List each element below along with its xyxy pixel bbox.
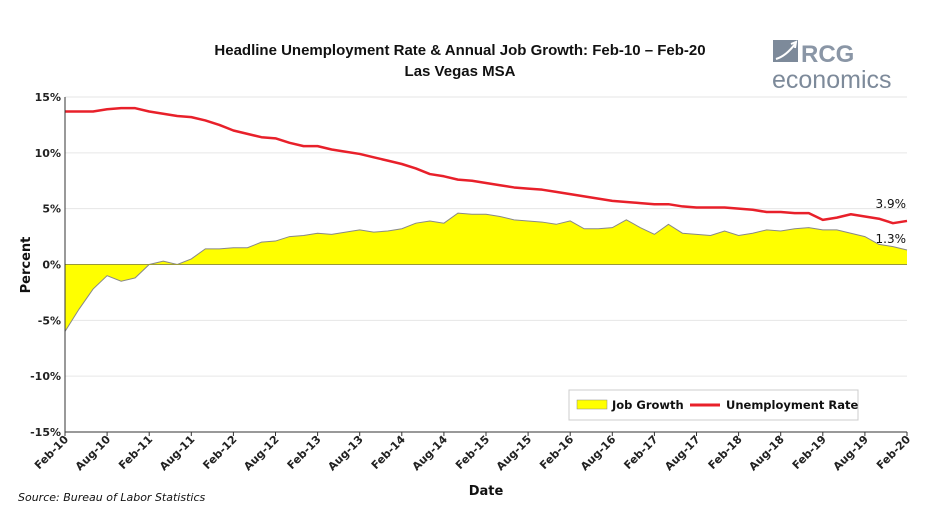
x-tick-label: Feb-13	[285, 433, 324, 472]
y-tick-label: -10%	[30, 370, 61, 383]
x-tick-label: Aug-13	[325, 433, 365, 473]
legend-label-job-growth: Job Growth	[611, 398, 684, 412]
x-tick-label: Aug-19	[831, 433, 871, 473]
x-tick-label: Feb-11	[116, 433, 155, 472]
x-tick-label: Aug-16	[578, 433, 619, 474]
x-tick-label: Aug-17	[662, 433, 702, 473]
y-tick-label: 10%	[35, 147, 61, 160]
x-tick-label: Feb-20	[874, 433, 913, 472]
x-tick-label: Feb-18	[706, 433, 745, 472]
x-tick-label: Aug-15	[494, 433, 534, 473]
y-tick-label: 0%	[42, 259, 61, 272]
x-tick-label: Feb-12	[200, 433, 239, 472]
x-tick-label: Feb-19	[790, 433, 829, 472]
logo-mark	[773, 40, 798, 62]
x-tick-label: Aug-12	[241, 433, 281, 473]
source-note: Source: Bureau of Labor Statistics	[18, 491, 205, 504]
legend: Job Growth Unemployment Rate	[568, 389, 859, 421]
logo-economics: economics	[772, 66, 892, 94]
x-tick-label: Aug-10	[73, 433, 114, 474]
x-axis-label: Date	[469, 484, 504, 499]
y-axis-label: Percent	[19, 237, 34, 294]
data-label-job-growth-last: 1.3%	[876, 232, 907, 246]
y-tick-label: 15%	[35, 91, 61, 104]
y-tick-label: -15%	[30, 426, 61, 439]
x-tick-label: Feb-17	[621, 433, 660, 472]
logo-rcg: RCG	[801, 41, 854, 68]
data-label-unemployment-last: 3.9%	[876, 197, 907, 211]
job-growth-area	[65, 213, 907, 332]
rcg-logo: RCG economics	[772, 40, 892, 94]
x-tick-label: Aug-11	[157, 433, 197, 473]
legend-label-unemployment: Unemployment Rate	[726, 398, 858, 412]
x-tick-label: Feb-15	[453, 433, 492, 472]
y-tick-label: -5%	[38, 314, 61, 327]
chart-title: Headline Unemployment Rate & Annual Job …	[214, 42, 705, 59]
x-tick-label: Aug-14	[410, 433, 451, 474]
legend-swatch-job-growth	[576, 399, 608, 410]
chart-subtitle: Las Vegas MSA	[405, 63, 516, 80]
unemployment-rate-line	[65, 106, 908, 225]
x-tick-label: Aug-18	[746, 433, 786, 473]
job-growth-line	[64, 212, 908, 332]
y-tick-label: 5%	[42, 203, 61, 216]
x-tick-label: Feb-14	[369, 433, 408, 472]
x-tick-label: Feb-16	[537, 433, 576, 472]
